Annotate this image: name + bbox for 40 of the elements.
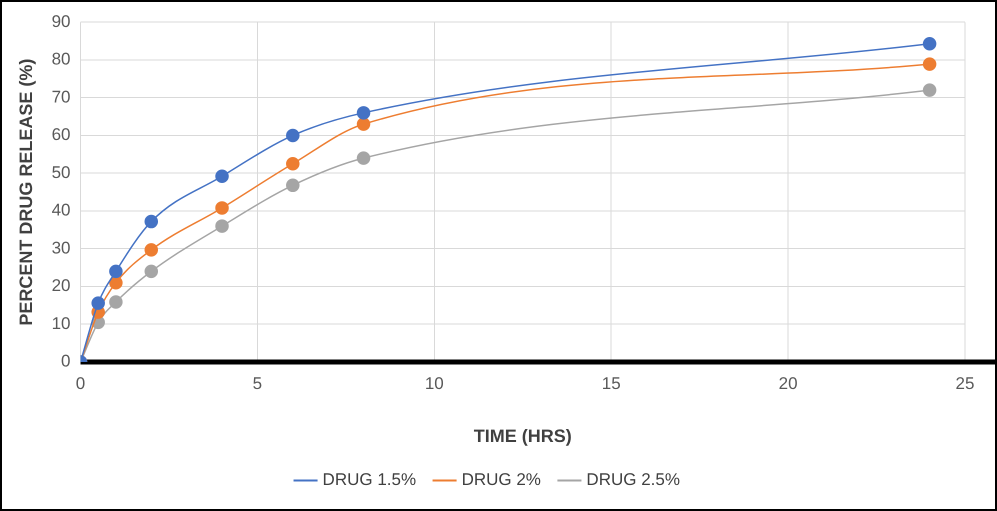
x-axis-title: TIME (HRS) [474, 426, 572, 446]
point [144, 214, 158, 228]
point [109, 264, 123, 278]
y-tick-label: 50 [52, 162, 71, 182]
point [286, 178, 300, 192]
point [356, 151, 370, 165]
point [286, 157, 300, 171]
x-tick-label: 20 [778, 374, 798, 393]
point [215, 201, 229, 215]
legend-label: DRUG 1.5% [322, 470, 416, 490]
point [356, 106, 370, 120]
y-tick-label: 70 [52, 87, 71, 106]
legend-label: DRUG 2% [462, 470, 541, 490]
point [356, 117, 370, 131]
y-tick-label: 40 [52, 200, 71, 220]
point [144, 243, 158, 257]
y-axis-title: PERCENT DRUG RELEASE (%) [16, 58, 36, 326]
y-tick-label: 80 [52, 50, 71, 69]
x-tick-label: 15 [602, 374, 621, 393]
x-tick-label: 5 [252, 374, 262, 393]
y-tick-label: 60 [52, 125, 71, 144]
point [922, 57, 936, 71]
point [922, 83, 936, 97]
y-tick-label: 20 [52, 276, 71, 296]
point [91, 296, 105, 310]
point [286, 128, 300, 142]
x-tick-label: 0 [76, 374, 86, 393]
y-tick-label: 0 [61, 352, 71, 371]
y-tick-label: 90 [52, 12, 71, 31]
point [109, 295, 123, 309]
y-tick-label: 10 [52, 314, 71, 333]
y-tick-label: 30 [52, 238, 71, 258]
point [144, 264, 158, 278]
point [215, 169, 229, 183]
point [215, 219, 229, 233]
point [109, 276, 123, 290]
point [922, 36, 936, 50]
x-tick-label: 10 [424, 374, 444, 393]
legend-label: DRUG 2.5% [586, 470, 680, 490]
x-tick-label: 25 [956, 374, 974, 393]
